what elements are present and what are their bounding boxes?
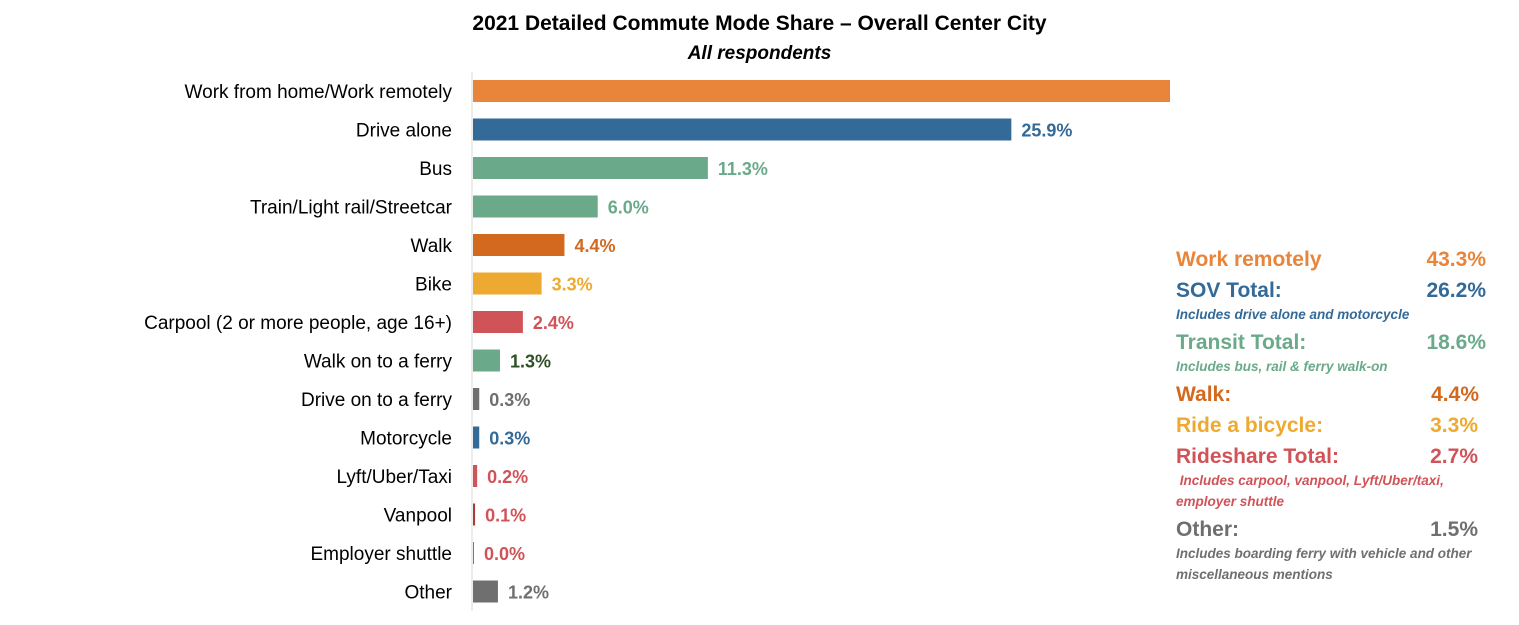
summary-value: 18.6% xyxy=(1426,331,1486,354)
summary-row: Transit Total: 18.6% xyxy=(1176,327,1496,358)
category-label: Other xyxy=(404,583,452,604)
bar xyxy=(473,118,1012,141)
summary-label: Ride a bicycle: xyxy=(1176,414,1324,437)
data-label: 1.3% xyxy=(510,352,551,372)
bar xyxy=(473,580,498,603)
category-label: Drive alone xyxy=(356,121,452,142)
bar xyxy=(473,503,476,526)
data-label: 0.0% xyxy=(484,544,525,564)
data-label: 0.1% xyxy=(485,506,526,526)
summary-row: Work remotely 43.3% xyxy=(1176,244,1496,275)
category-label: Walk xyxy=(410,236,452,257)
data-label: 0.2% xyxy=(487,467,528,487)
category-label: Walk on to a ferry xyxy=(304,352,453,373)
summary-value: 1.5% xyxy=(1430,518,1478,541)
data-label: 3.3% xyxy=(552,275,593,295)
data-label: 4.4% xyxy=(574,236,615,256)
summary-value: 4.4% xyxy=(1431,383,1479,406)
bar xyxy=(473,388,480,410)
summary-note: Includes carpool, vanpool, Lyft/Uber/tax… xyxy=(1176,473,1448,509)
bar xyxy=(473,272,542,295)
summary-label: Walk: xyxy=(1176,383,1232,406)
summary-note: Includes bus, rail & ferry walk-on xyxy=(1176,359,1388,374)
summary-row: SOV Total: 26.2% xyxy=(1176,275,1496,306)
bar xyxy=(473,426,480,449)
data-label: 0.3% xyxy=(489,429,530,449)
summary-row: Other: 1.5% xyxy=(1176,514,1496,545)
bar xyxy=(473,195,598,218)
chart-subtitle: All respondents xyxy=(687,43,832,64)
bar xyxy=(473,349,501,372)
category-label: Bike xyxy=(415,275,452,296)
category-label: Carpool (2 or more people, age 16+) xyxy=(144,313,452,334)
bar xyxy=(473,311,523,333)
category-label: Lyft/Uber/Taxi xyxy=(337,467,452,488)
category-label: Employer shuttle xyxy=(310,544,452,565)
category-label: Bus xyxy=(419,159,452,180)
summary-label: Rideshare Total: xyxy=(1176,445,1339,468)
category-label: Vanpool xyxy=(384,506,452,527)
data-label: 0.3% xyxy=(489,390,530,410)
summary-value: 3.3% xyxy=(1430,414,1478,437)
summary-note: Includes boarding ferry with vehicle and… xyxy=(1176,546,1476,582)
data-label: 6.0% xyxy=(608,198,649,218)
bar xyxy=(473,234,565,256)
summary-note: Includes drive alone and motorcycle xyxy=(1176,307,1410,322)
data-label: 1.2% xyxy=(508,583,549,603)
data-label: 11.3% xyxy=(718,159,768,179)
category-label: Work from home/Work remotely xyxy=(185,82,453,103)
summary-row: Walk: 4.4% xyxy=(1176,379,1496,410)
summary-legend: Work remotely 43.3% SOV Total: 26.2% Include… xyxy=(1176,244,1496,587)
summary-label: Other: xyxy=(1176,518,1239,541)
summary-label: Transit Total: xyxy=(1176,331,1307,354)
bar xyxy=(473,80,1170,102)
summary-value: 2.7% xyxy=(1430,445,1478,468)
data-label: 2.4% xyxy=(533,313,574,333)
chart-title: 2021 Detailed Commute Mode Share – Overa… xyxy=(472,12,1047,35)
summary-row: Ride a bicycle: 3.3% xyxy=(1176,410,1496,441)
summary-row: Rideshare Total: 2.7% xyxy=(1176,441,1496,472)
summary-value: 43.3% xyxy=(1426,248,1486,271)
category-label: Drive on to a ferry xyxy=(301,390,452,411)
data-label: 25.9% xyxy=(1021,121,1072,141)
bar xyxy=(473,542,474,564)
category-label: Motorcycle xyxy=(360,429,452,450)
bar xyxy=(473,157,708,179)
bar xyxy=(473,465,478,487)
summary-label: SOV Total: xyxy=(1176,279,1282,302)
summary-label: Work remotely xyxy=(1176,248,1322,271)
summary-value: 26.2% xyxy=(1426,279,1486,302)
category-label: Train/Light rail/Streetcar xyxy=(250,198,453,219)
